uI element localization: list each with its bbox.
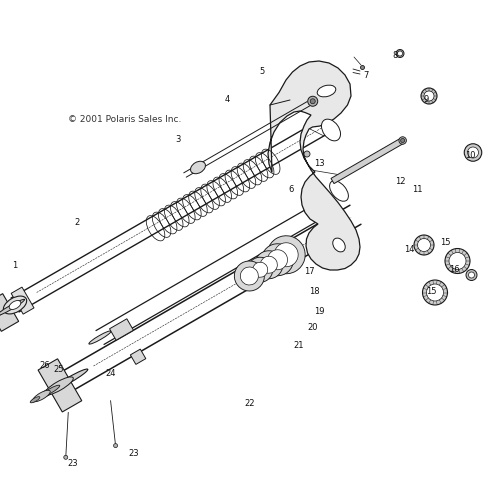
Text: 2: 2 [75, 218, 80, 227]
Polygon shape [11, 287, 34, 314]
Text: 5: 5 [260, 66, 265, 76]
Ellipse shape [89, 331, 111, 344]
Ellipse shape [0, 300, 24, 316]
Polygon shape [268, 61, 360, 270]
Ellipse shape [262, 244, 294, 276]
Ellipse shape [400, 138, 404, 142]
Ellipse shape [310, 99, 315, 104]
Text: 19: 19 [314, 306, 324, 316]
Text: 17: 17 [304, 268, 314, 276]
Polygon shape [130, 349, 146, 364]
Polygon shape [38, 359, 82, 412]
Text: 24: 24 [106, 370, 116, 378]
Ellipse shape [308, 96, 318, 106]
Ellipse shape [396, 50, 404, 58]
Ellipse shape [234, 261, 264, 291]
Text: 23: 23 [67, 460, 78, 468]
Ellipse shape [322, 119, 340, 141]
Ellipse shape [248, 258, 272, 282]
Ellipse shape [268, 250, 287, 270]
Ellipse shape [274, 243, 298, 266]
Ellipse shape [33, 390, 50, 402]
Text: 4: 4 [225, 96, 230, 104]
Text: 15: 15 [426, 286, 436, 296]
Ellipse shape [468, 147, 478, 158]
Polygon shape [331, 138, 404, 184]
Text: 11: 11 [412, 184, 423, 194]
Text: 26: 26 [40, 360, 50, 370]
Ellipse shape [304, 151, 310, 157]
Text: 6: 6 [288, 186, 294, 194]
Ellipse shape [64, 456, 68, 460]
Ellipse shape [190, 162, 206, 173]
Text: 1: 1 [12, 260, 18, 270]
Text: 22: 22 [245, 400, 256, 408]
Ellipse shape [31, 380, 70, 402]
Text: 15: 15 [440, 238, 450, 247]
Ellipse shape [0, 310, 6, 325]
Text: 21: 21 [294, 342, 304, 350]
Text: 8: 8 [392, 50, 398, 59]
Ellipse shape [333, 238, 345, 252]
Text: 12: 12 [395, 178, 405, 186]
Ellipse shape [399, 136, 406, 144]
Ellipse shape [426, 284, 444, 301]
Text: 13: 13 [314, 160, 324, 168]
Ellipse shape [464, 144, 482, 161]
Ellipse shape [40, 385, 60, 397]
Ellipse shape [414, 235, 434, 255]
Ellipse shape [360, 66, 364, 70]
Ellipse shape [449, 252, 466, 270]
Text: 18: 18 [308, 286, 320, 296]
Ellipse shape [9, 300, 21, 310]
Ellipse shape [468, 272, 474, 278]
Text: 7: 7 [364, 72, 368, 80]
Ellipse shape [466, 270, 477, 280]
Ellipse shape [330, 181, 348, 201]
Ellipse shape [255, 251, 283, 278]
Text: 3: 3 [175, 136, 180, 144]
Ellipse shape [114, 444, 117, 448]
Text: 9: 9 [424, 96, 428, 104]
Ellipse shape [418, 238, 430, 252]
Ellipse shape [52, 369, 88, 390]
Ellipse shape [267, 236, 305, 274]
Ellipse shape [30, 396, 40, 403]
Ellipse shape [260, 256, 278, 273]
Ellipse shape [422, 280, 448, 305]
Text: © 2001 Polaris Sales Inc.: © 2001 Polaris Sales Inc. [68, 116, 181, 124]
Ellipse shape [44, 377, 74, 395]
Text: 25: 25 [54, 364, 64, 374]
Ellipse shape [252, 262, 268, 277]
Text: 10: 10 [465, 152, 475, 160]
Text: 23: 23 [128, 450, 140, 458]
Ellipse shape [398, 51, 402, 56]
Text: 14: 14 [404, 244, 414, 254]
Text: 20: 20 [307, 323, 318, 332]
Polygon shape [0, 294, 18, 332]
Ellipse shape [240, 267, 258, 285]
Ellipse shape [421, 88, 437, 104]
Polygon shape [110, 319, 134, 340]
Ellipse shape [445, 248, 470, 274]
Text: 16: 16 [448, 266, 460, 274]
Ellipse shape [317, 85, 336, 97]
Ellipse shape [4, 296, 26, 314]
Ellipse shape [424, 91, 434, 101]
